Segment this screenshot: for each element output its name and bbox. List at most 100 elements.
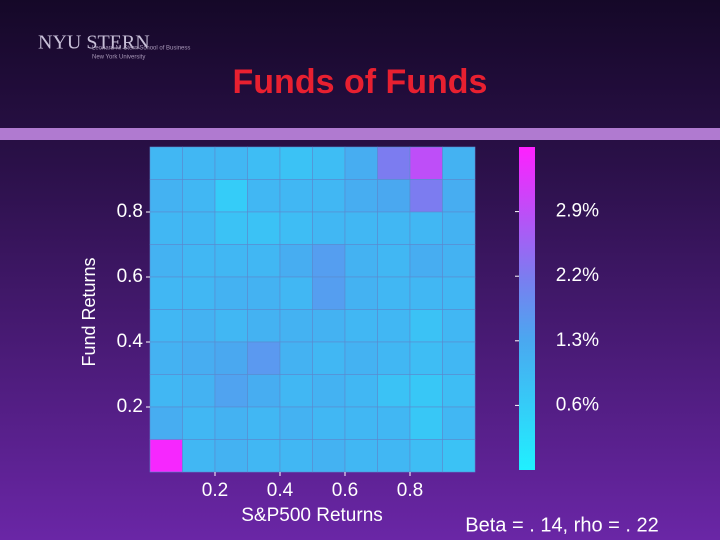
heatmap-cell bbox=[149, 276, 183, 310]
colorbar-tick-label: 2.9% bbox=[556, 201, 599, 222]
heatmap-cell bbox=[442, 439, 476, 473]
heatmap-cell bbox=[409, 406, 443, 440]
heatmap-cell bbox=[149, 406, 183, 440]
heatmap-cell bbox=[279, 146, 313, 180]
heatmap-cell bbox=[214, 276, 248, 310]
heatmap-cell bbox=[279, 374, 313, 408]
heatmap-cell bbox=[279, 179, 313, 213]
heatmap-cell bbox=[344, 276, 378, 310]
heatmap-cell bbox=[247, 406, 281, 440]
heatmap-cell bbox=[214, 211, 248, 245]
heatmap-cell bbox=[182, 179, 216, 213]
heatmap-cell bbox=[247, 439, 281, 473]
heatmap-cell bbox=[344, 406, 378, 440]
heatmap-cell bbox=[409, 439, 443, 473]
heatmap-cell bbox=[312, 244, 346, 278]
heatmap-cell bbox=[312, 406, 346, 440]
heatmap-cell bbox=[247, 179, 281, 213]
heatmap-cell bbox=[442, 276, 476, 310]
heatmap-cell bbox=[409, 146, 443, 180]
heatmap-cell bbox=[214, 341, 248, 375]
heatmap-cell bbox=[182, 276, 216, 310]
heatmap-cell bbox=[442, 244, 476, 278]
heatmap-cell bbox=[409, 309, 443, 343]
heatmap-cell bbox=[377, 146, 411, 180]
heatmap-cell bbox=[344, 146, 378, 180]
heatmap-cell bbox=[149, 146, 183, 180]
logo-name: NYU STERN bbox=[38, 32, 150, 54]
heatmap-cell bbox=[182, 374, 216, 408]
colorbar-tick-label: 1.3% bbox=[556, 330, 599, 351]
heatmap-cell bbox=[247, 374, 281, 408]
heatmap-cell bbox=[442, 406, 476, 440]
heatmap-cell bbox=[182, 244, 216, 278]
x-tick-label: 0.6 bbox=[332, 480, 358, 501]
y-axis-label: Fund Returns bbox=[79, 257, 99, 366]
heatmap-cell bbox=[442, 341, 476, 375]
heatmap-cell bbox=[312, 146, 346, 180]
band bbox=[0, 128, 720, 140]
y-tick-label: 0.6 bbox=[117, 266, 143, 287]
heatmap-cell bbox=[377, 439, 411, 473]
heatmap-cell bbox=[344, 244, 378, 278]
y-tick-label: 0.8 bbox=[117, 201, 143, 222]
heatmap-cell bbox=[442, 211, 476, 245]
heatmap-cell bbox=[214, 309, 248, 343]
heatmap-cell bbox=[214, 406, 248, 440]
annotation: Beta = . 14, rho = . 22 bbox=[465, 514, 658, 536]
heatmap-cell bbox=[149, 309, 183, 343]
colorbar-tick-label: 0.6% bbox=[556, 394, 599, 415]
heatmap-cell bbox=[409, 341, 443, 375]
heatmap-cell bbox=[214, 439, 248, 473]
heatmap-cell bbox=[377, 179, 411, 213]
chart-title: Funds of Funds bbox=[233, 63, 488, 101]
heatmap-cell bbox=[344, 341, 378, 375]
x-tick-label: 0.4 bbox=[267, 480, 294, 501]
heatmap-cell bbox=[182, 439, 216, 473]
heatmap-cell bbox=[279, 211, 313, 245]
heatmap-cell bbox=[149, 244, 183, 278]
heatmap-cell bbox=[182, 309, 216, 343]
heatmap-cell bbox=[312, 439, 346, 473]
heatmap-cell bbox=[312, 309, 346, 343]
heatmap-cell bbox=[182, 341, 216, 375]
heatmap-cell bbox=[247, 211, 281, 245]
heatmap-cell bbox=[377, 374, 411, 408]
heatmap-cell bbox=[377, 309, 411, 343]
heatmap-cell bbox=[344, 211, 378, 245]
heatmap-cell bbox=[312, 211, 346, 245]
heatmap-cell bbox=[377, 211, 411, 245]
heatmap-cell bbox=[442, 309, 476, 343]
x-tick-label: 0.8 bbox=[397, 480, 423, 501]
heatmap-cell bbox=[214, 244, 248, 278]
heatmap-cell bbox=[279, 276, 313, 310]
heatmap-cell bbox=[214, 146, 248, 180]
heatmap-cell bbox=[247, 146, 281, 180]
logo-university: New York University bbox=[92, 55, 145, 61]
heatmap-cell bbox=[377, 276, 411, 310]
heatmap-cell bbox=[344, 439, 378, 473]
heatmap-cell bbox=[279, 341, 313, 375]
heatmap-cell bbox=[442, 146, 476, 180]
heatmap-cell bbox=[312, 341, 346, 375]
heatmap-cell bbox=[247, 309, 281, 343]
y-tick-label: 0.2 bbox=[117, 396, 143, 417]
heatmap-cell bbox=[247, 276, 281, 310]
colorbar-tick-label: 2.2% bbox=[556, 265, 599, 286]
heatmap-cell bbox=[409, 211, 443, 245]
heatmap-cell bbox=[377, 406, 411, 440]
heatmap-cell bbox=[409, 276, 443, 310]
heatmap-cell bbox=[279, 309, 313, 343]
colorbar bbox=[519, 147, 535, 470]
heatmap-cell bbox=[409, 374, 443, 408]
heatmap-cell bbox=[214, 179, 248, 213]
x-tick-label: 0.2 bbox=[202, 480, 228, 501]
heatmap-cell bbox=[182, 146, 216, 180]
heatmap-cell bbox=[377, 244, 411, 278]
heatmap-cell bbox=[214, 374, 248, 408]
heatmap-cell bbox=[312, 276, 346, 310]
y-tick-label: 0.4 bbox=[117, 331, 144, 352]
heatmap-cell bbox=[149, 179, 183, 213]
logo-school: Leonard N. Stern School of Business bbox=[92, 46, 190, 52]
